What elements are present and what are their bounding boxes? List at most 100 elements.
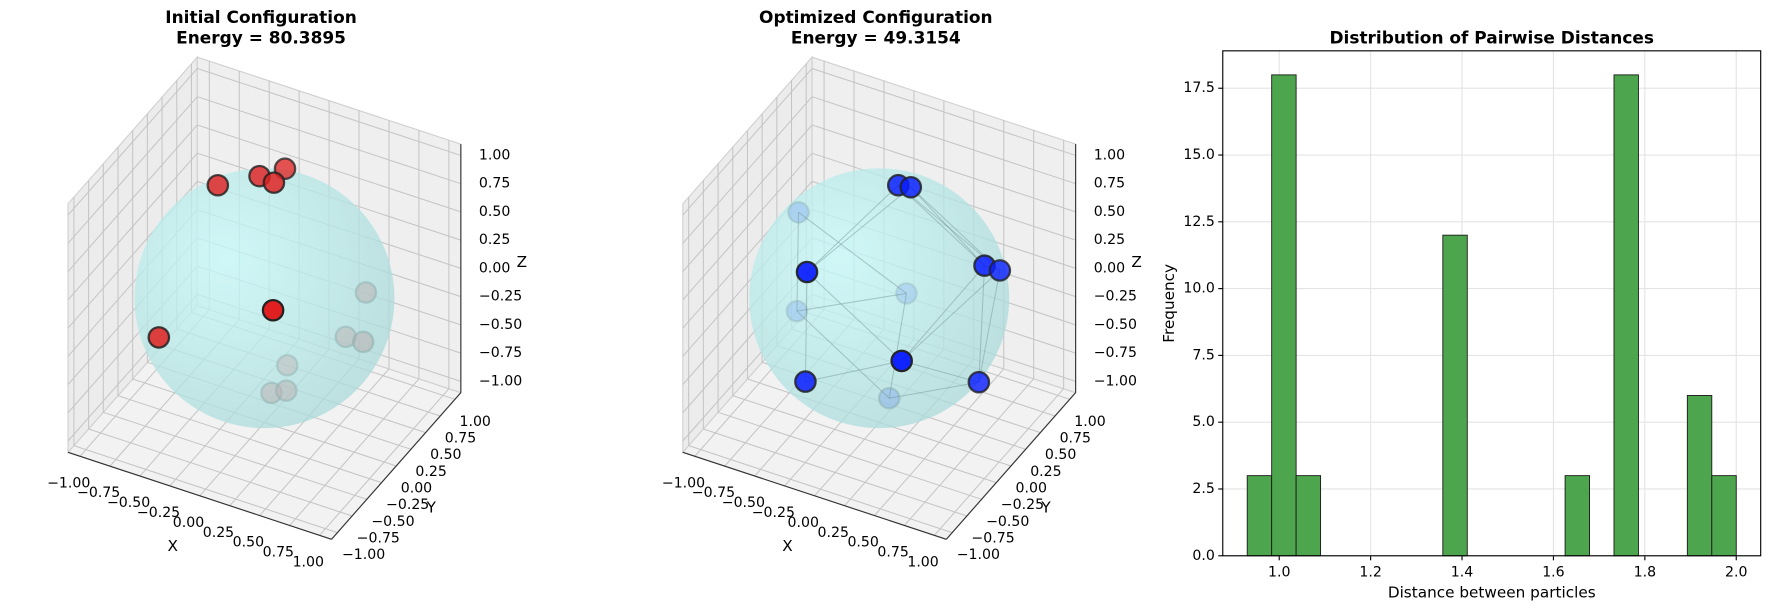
neighbor-line [798,211,907,294]
y-tick-label: 12.5 [1183,214,1214,230]
x-tick-label: 0.25 [818,525,849,541]
y-tick-label: 0.00 [1016,481,1047,497]
neighbor-line [806,184,899,273]
z-tick-label: −0.50 [479,317,522,333]
point [967,370,991,394]
x-tick-label: −0.25 [137,505,180,521]
neighbor-line [901,360,980,383]
x-tick-label: 2.0 [1725,565,1747,581]
sphere [749,168,1010,429]
y-tick-label: −0.25 [386,497,429,513]
y-tick-label: 0.75 [1060,431,1091,447]
x-tick-label: 1.0 [1268,565,1290,581]
grid-line [67,68,198,216]
y-tick-label: 15.0 [1183,147,1214,163]
neighbor-line [897,184,985,267]
neighbor-line [901,265,985,362]
point [988,259,1012,282]
neighbor-line [888,293,907,399]
neighbor-line [901,270,1001,362]
point [206,173,230,197]
axis-line [945,392,1077,540]
z-tick-label: 1.00 [1094,147,1125,163]
z-tick-label: −0.25 [479,289,522,305]
neighbor-line [806,271,903,362]
x-tick-label: −0.75 [692,485,735,501]
grid-line [682,152,813,301]
y-tick-label: −0.75 [971,531,1014,547]
bar [1564,475,1590,557]
neighbor-line [978,270,1001,383]
y-tick-label: −1.00 [957,547,1000,563]
grid-line [682,96,813,244]
x-tick-label: 0.00 [788,515,819,531]
chart-title: Optimized Configuration [759,7,993,27]
x-tick-label: 0.50 [847,535,878,551]
x-axis-label: X [782,537,792,555]
point [261,298,285,322]
z-tick-label: 1.00 [479,147,510,163]
z-tick-label: 0.00 [1094,260,1125,276]
chart-subtitle: Energy = 49.3154 [791,27,961,47]
bar [1295,475,1322,557]
y-tick-label: 2.5 [1192,481,1214,497]
point [147,326,171,349]
y-axis-label: Y [426,498,437,516]
grid-line [117,395,382,484]
y-tick-label: 10.0 [1183,281,1214,297]
x-tick-label: −1.00 [662,475,705,491]
y-tick-label: −0.25 [1001,497,1044,513]
grid-line [67,152,198,301]
y-tick-label: 0.50 [430,447,461,463]
point [795,260,819,284]
y-axis-label: Y [1040,498,1051,516]
y-axis-label: Frequency [1160,264,1178,343]
neighbor-line [978,265,986,383]
y-tick-label: −0.75 [357,531,400,547]
x-tick-label: 1.6 [1542,565,1564,581]
x-tick-label: −0.50 [107,495,150,511]
z-tick-label: 0.50 [479,204,510,220]
z-tick-label: −0.25 [1094,289,1137,305]
grid-line [717,411,982,500]
y-tick-label: 1.00 [1074,414,1105,430]
z-tick-label: 0.00 [479,260,510,276]
z-tick-label: −1.00 [1094,373,1137,389]
x-tick-label: −0.50 [722,495,765,511]
x-tick-label: 0.00 [173,515,204,531]
y-tick-label: −0.50 [371,514,414,530]
grid-line [703,428,968,517]
z-tick-label: 0.25 [479,232,510,248]
grid-line [811,67,1076,156]
chart-title: Initial Configuration [165,7,356,27]
plot-frame [1222,50,1762,557]
neighbor-line [796,212,800,312]
z-axis-label: Z [517,253,527,271]
z-tick-label: −0.50 [1094,317,1137,333]
neighbor-line [796,310,890,399]
neighbor-line [805,360,902,383]
z-tick-label: −0.75 [479,345,522,361]
y-tick-label: 17.5 [1183,80,1214,96]
y-tick-label: 0.25 [1030,464,1061,480]
grid-line [197,67,462,156]
y-tick-label: 0.00 [401,481,432,497]
x-tick-label: 0.75 [263,545,294,561]
neighbor-line [910,186,985,266]
grid-line [688,445,953,534]
grid-line [73,445,338,534]
y-tick-label: 0.0 [1192,548,1214,564]
neighbor-line [889,381,979,399]
grid-line [67,124,198,272]
z-tick-label: 0.50 [1094,204,1125,220]
sphere [134,168,395,429]
chart-title: Distribution of Pairwise Distances [1330,27,1654,47]
x-tick-label: 0.75 [877,545,908,561]
y-tick-label: −1.00 [342,547,385,563]
grid-line [732,395,997,484]
bar [1711,475,1737,557]
x-axis-label: X [167,537,177,555]
bar [1442,234,1468,557]
